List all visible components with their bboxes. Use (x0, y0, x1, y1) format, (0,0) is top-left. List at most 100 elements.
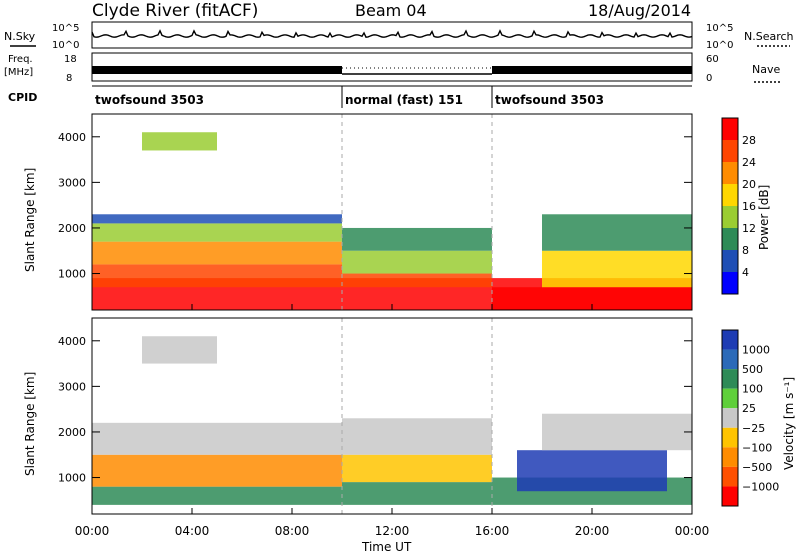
date-title: 18/Aug/2014 (588, 1, 691, 20)
colorbar-swatch (722, 349, 738, 370)
heatmap-cell (342, 418, 492, 455)
colorbar-swatch (722, 272, 738, 294)
heatmap-cell (142, 336, 217, 364)
colorbar-swatch (722, 427, 738, 448)
colorbar-tick-label: 500 (742, 363, 763, 376)
cpid-segment-label: twofsound 3503 (495, 93, 604, 107)
freq-left-tick-top: 18 (64, 54, 77, 65)
colorbar-swatch (722, 206, 738, 228)
colorbar-tick-label: 8 (742, 244, 749, 257)
velocity-colorbar-label: Velocity [m s⁻¹] (782, 377, 796, 470)
velocity-ylabel: Slant Range [km] (23, 372, 37, 476)
heatmap-cell (517, 450, 667, 492)
noise-panel-frame (91, 21, 693, 49)
power-colorbar: 4 8 12 16 20 24 28 (721, 117, 756, 295)
colorbar-tick-label: 1000 (742, 344, 770, 357)
velocity-heatmap (92, 318, 692, 514)
freq-band-1 (92, 66, 342, 74)
colorbar-swatch (722, 228, 738, 250)
noise-right-tick-bottom: 10^0 (706, 40, 733, 51)
y-tick-label: 1000 (58, 472, 86, 485)
colorbar-swatch (722, 330, 738, 350)
freq-label-2: [MHz] (4, 67, 33, 78)
colorbar-swatch (722, 162, 738, 184)
heatmap-cell (342, 273, 492, 288)
power-colorbar-label: Power [dB] (757, 185, 771, 250)
y-tick-label: 1000 (58, 268, 86, 281)
x-tick-label: 12:00 (375, 524, 410, 538)
nave-label: Nave (752, 63, 780, 76)
heatmap-cell (492, 287, 692, 310)
y-tick-label: 3000 (58, 380, 86, 393)
power-ylabel: Slant Range [km] (23, 168, 37, 272)
nsky-label: N.Sky (4, 30, 36, 43)
heatmap-cell (542, 413, 692, 451)
noise-line (91, 29, 693, 38)
station-title: Clyde River (fitACF) (92, 1, 258, 21)
freq-band-2 (492, 66, 692, 74)
colorbar-swatch (722, 184, 738, 206)
y-tick-label: 3000 (58, 176, 86, 189)
colorbar-tick-label: 28 (742, 134, 756, 147)
heatmap-cell (92, 214, 342, 224)
heatmap-cell (342, 250, 492, 274)
heatmap-cell (92, 223, 342, 242)
colorbar-frame (721, 329, 739, 507)
colorbar-tick-label: 16 (742, 200, 756, 213)
x-tick-label: 16:00 (475, 524, 510, 538)
colorbar-tick-label: 100 (742, 383, 763, 396)
noise-right-tick-top: 10^5 (706, 23, 733, 34)
heatmap-cell (542, 250, 692, 288)
heatmap-cell (92, 486, 342, 505)
noise-left-tick-bottom: 10^0 (52, 40, 79, 51)
freq-right-tick-top: 60 (706, 54, 719, 65)
x-tick-label: 00:00 (75, 524, 110, 538)
colorbar-tick-label: 12 (742, 222, 756, 235)
colorbar-swatch (722, 118, 738, 140)
cpid-segments: twofsound 3503 normal (fast) 151 twofsound… (95, 86, 604, 108)
power-heatmap (92, 114, 692, 310)
colorbar-tick-label: −100 (742, 441, 772, 454)
x-tick-label: 04:00 (175, 524, 210, 538)
colorbar-swatch (722, 250, 738, 272)
colorbar-tick-label: −25 (742, 422, 765, 435)
colorbar-swatch (722, 447, 738, 467)
x-tick-label: 20:00 (575, 524, 610, 538)
colorbar-swatch (722, 388, 738, 409)
heatmap-cell (142, 132, 217, 151)
freq-right-tick-bottom: 0 (706, 73, 712, 84)
y-tick-label: 4000 (58, 131, 86, 144)
heatmap-cell (542, 214, 692, 251)
cpid-label: CPID (8, 91, 37, 104)
colorbar-swatch (722, 369, 738, 389)
heatmap-cell (92, 454, 342, 487)
y-tick-label: 2000 (58, 222, 86, 235)
noise-left-tick-top: 10^5 (52, 23, 79, 34)
colorbar-tick-label: 4 (742, 266, 749, 279)
beam-title: Beam 04 (355, 1, 427, 20)
x-tick-label: 00:00 (675, 524, 710, 538)
x-axis-ticks: 00:00 04:00 08:00 12:00 16:00 20:00 00:00 (75, 304, 710, 538)
heatmap-cell (342, 454, 492, 483)
colorbar-swatch (722, 486, 738, 506)
noise-trace (91, 29, 693, 38)
cpid-segment-label: twofsound 3503 (95, 93, 204, 107)
colorbar-tick-label: −500 (742, 461, 772, 474)
heatmap-cell (342, 482, 492, 505)
x-tick-label: 08:00 (275, 524, 310, 538)
colorbar-swatch (722, 140, 738, 162)
colorbar-frame (721, 117, 739, 295)
freq-trace (92, 66, 692, 75)
power-y-ticks: 1000 2000 3000 4000 (58, 131, 692, 281)
x-axis-label: Time UT (361, 540, 412, 554)
heatmap-cell (92, 241, 342, 265)
colorbar-tick-label: 25 (742, 402, 756, 415)
colorbar-swatch (722, 466, 738, 487)
cpid-segment-label: normal (fast) 151 (345, 93, 463, 107)
colorbar-tick-label: −1000 (742, 480, 779, 493)
freq-left-tick-bottom: 8 (66, 73, 72, 84)
freq-label-1: Freq. (8, 54, 33, 65)
velocity-y-ticks: 1000 2000 3000 4000 (58, 335, 692, 485)
heatmap-cell (92, 264, 342, 288)
